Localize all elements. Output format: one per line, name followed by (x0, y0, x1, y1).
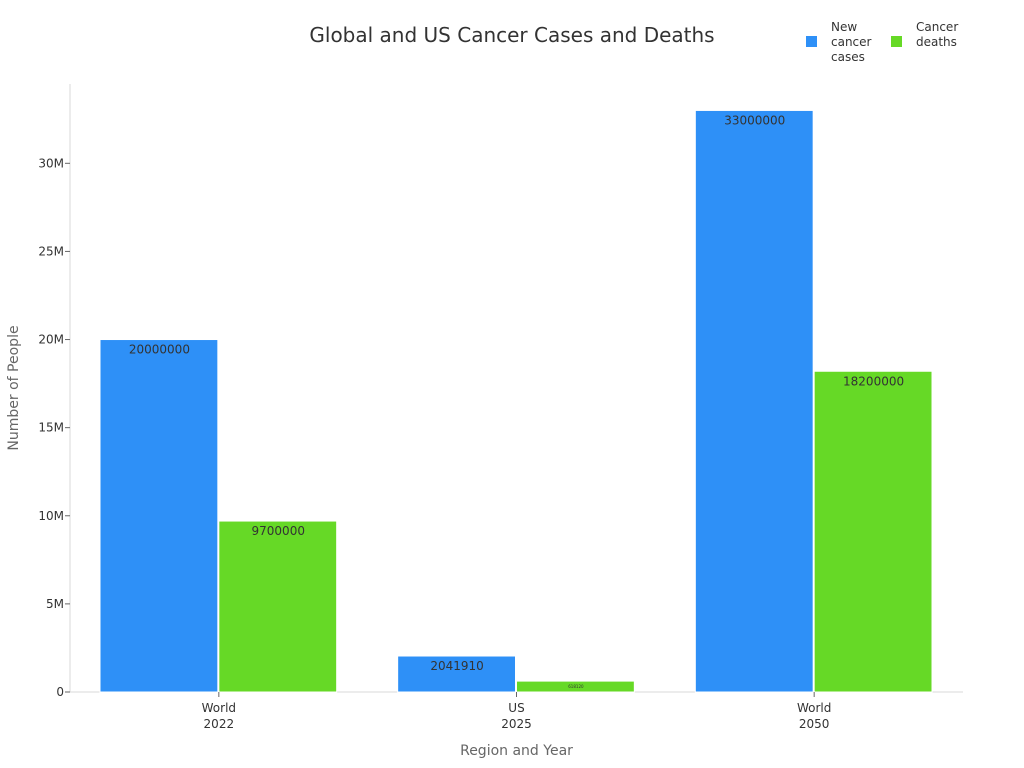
x-tick-label-region: US (508, 701, 524, 715)
bar-deaths (218, 520, 338, 693)
y-tick-label: 0 (56, 685, 64, 699)
legend-label: cases (831, 50, 865, 64)
y-tick-label: 5M (46, 597, 64, 611)
data-label: 18200000 (843, 374, 904, 388)
y-tick-label: 15M (38, 421, 64, 435)
legend-swatch (891, 36, 902, 47)
bar-deaths (813, 370, 933, 693)
legend-label: Cancer (916, 20, 958, 34)
y-tick-label: 10M (38, 509, 64, 523)
data-label: 9700000 (252, 524, 305, 538)
x-tick-label-year: 2025 (501, 717, 532, 731)
y-tick-label: 20M (38, 333, 64, 347)
chart-title: Global and US Cancer Cases and Deaths (309, 23, 714, 47)
data-label: 2041910 (430, 659, 483, 673)
bar-deaths (516, 680, 635, 693)
x-tick-label-region: World (202, 701, 236, 715)
legend-label: cancer (831, 35, 872, 49)
x-axis-title: Region and Year (460, 743, 573, 759)
bar-cases (99, 339, 219, 693)
y-axis-title: Number of People (6, 325, 22, 450)
y-tick-label: 30M (38, 156, 64, 170)
bar-cases (397, 655, 516, 693)
legend-label: New (831, 20, 857, 34)
x-tick-label-region: World (797, 701, 831, 715)
bar-cases (694, 109, 814, 693)
y-tick-label: 25M (38, 244, 64, 258)
legend-swatch (806, 36, 817, 47)
x-tick-label-year: 2022 (204, 717, 235, 731)
legend-label: deaths (916, 35, 957, 49)
data-label: 33000000 (724, 113, 785, 127)
data-label: 618120 (568, 684, 584, 689)
x-tick-label-year: 2050 (799, 717, 830, 731)
data-label: 20000000 (129, 343, 190, 357)
